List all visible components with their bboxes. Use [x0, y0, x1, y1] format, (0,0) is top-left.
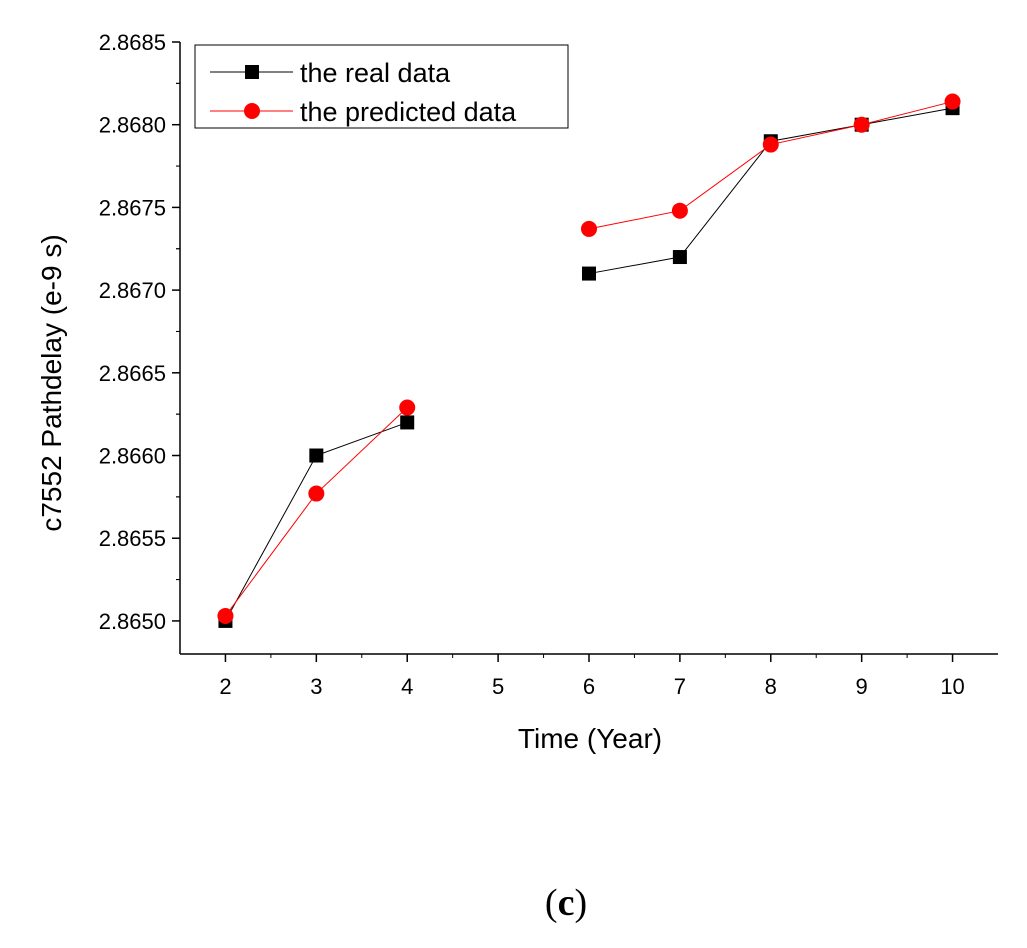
data-point [217, 607, 234, 624]
y-axis-title: c7552 Pathdelay (e-9 s) [36, 234, 67, 531]
data-point [308, 485, 325, 502]
legend-predicted-marker [244, 103, 260, 119]
data-point [853, 116, 870, 133]
data-point [309, 448, 324, 463]
y-tick-label: 2.8660 [99, 444, 166, 469]
x-tick-label: 10 [940, 674, 964, 699]
figure-caption: (c) [545, 882, 587, 924]
x-tick-label: 4 [401, 674, 413, 699]
x-tick-label: 9 [856, 674, 868, 699]
y-tick-label: 2.8685 [99, 30, 166, 55]
data-point [582, 266, 596, 281]
series-line [588, 101, 953, 230]
x-tick-label: 5 [492, 674, 504, 699]
legend-real-label: the real data [300, 58, 451, 88]
data-point [581, 220, 597, 237]
x-tick-label: 2 [219, 674, 231, 699]
axes: 2 3 4 5 6 7 8 9 10 2.8650 2.8655 2.8660 2.8665 2.8670… [99, 30, 998, 699]
y-tick-label: 2.8675 [99, 195, 166, 220]
data-point [672, 250, 687, 265]
data-point [944, 93, 961, 110]
legend: the real data the predicted data [194, 44, 569, 129]
legend-predicted-label: the predicted data [300, 97, 517, 127]
y-tick-label: 2.8650 [99, 609, 166, 634]
caption-close: ) [574, 882, 587, 924]
y-tick-label: 2.8680 [99, 113, 166, 138]
x-tick-label: 7 [674, 674, 686, 699]
x-tick-label: 8 [765, 674, 777, 699]
caption-open: ( [545, 882, 558, 924]
x-tick-label: 3 [310, 674, 322, 699]
y-tick-label: 2.8670 [99, 278, 166, 303]
data-point [399, 399, 416, 416]
series-real-data [218, 101, 960, 628]
series-layer [217, 93, 961, 628]
y-tick-label: 2.8655 [99, 526, 166, 551]
y-tick-label: 2.8665 [99, 361, 166, 386]
x-axis-title: Time (Year) [518, 723, 662, 754]
legend-real-marker [245, 65, 259, 79]
data-point [671, 202, 688, 219]
caption-letter: c [558, 882, 575, 924]
data-point [400, 415, 415, 430]
series-line [225, 407, 408, 617]
data-point [762, 136, 779, 153]
series-predicted-data [217, 93, 961, 624]
x-tick-label: 6 [583, 674, 595, 699]
series-line [588, 107, 953, 275]
